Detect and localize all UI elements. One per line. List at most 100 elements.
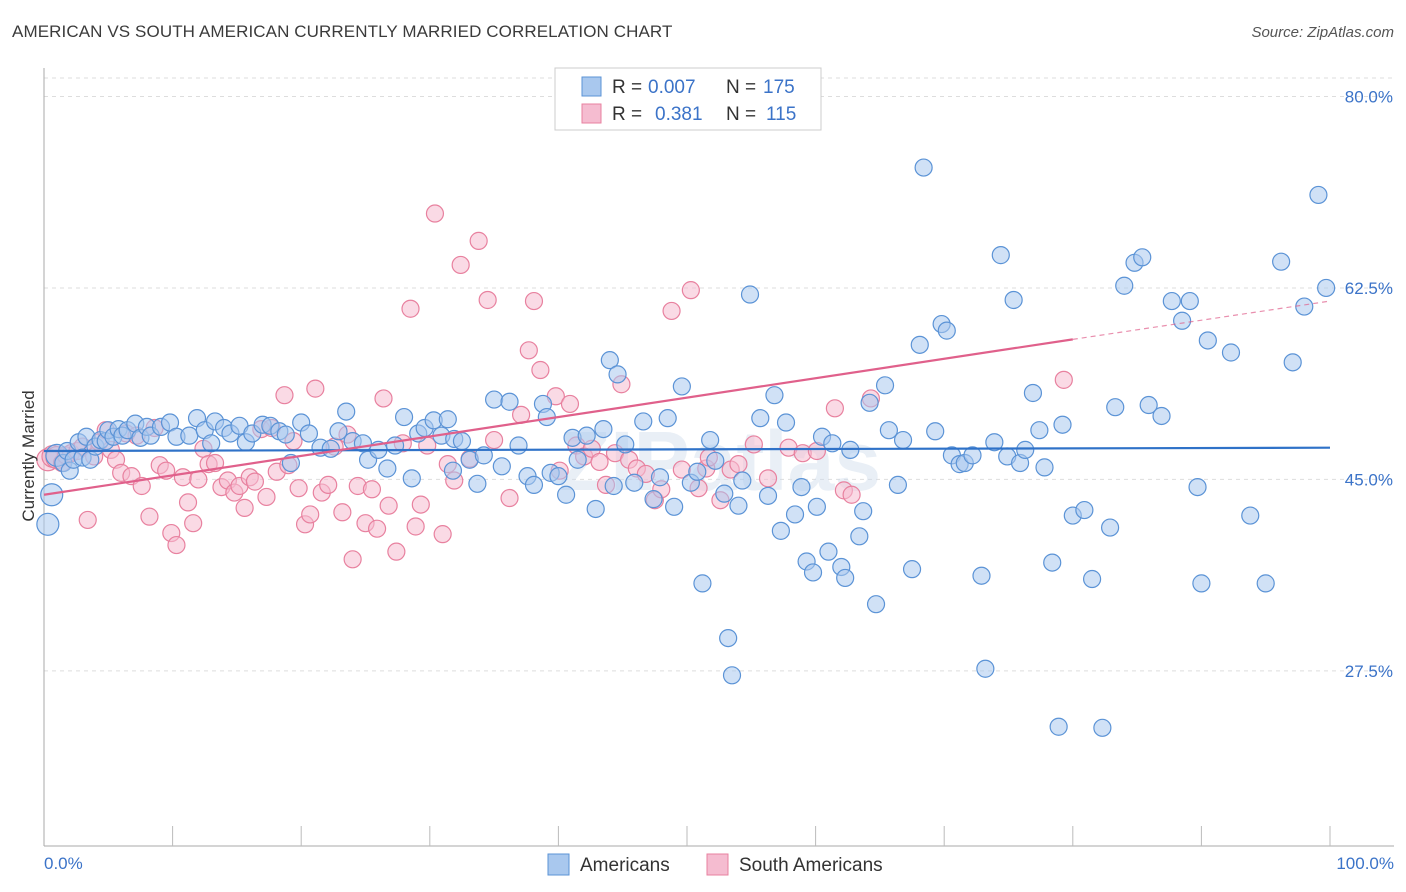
americans-point <box>492 457 511 476</box>
americans-point <box>976 659 995 678</box>
americans-point <box>394 407 414 427</box>
americans-point <box>1139 395 1158 415</box>
south-americans-point <box>411 495 430 514</box>
americans-point <box>854 502 873 521</box>
americans-point <box>329 422 348 441</box>
south-americans-point <box>842 485 861 504</box>
gridlines <box>44 77 1394 672</box>
americans-point <box>972 566 991 585</box>
series-legend-label-south-americans: South Americans <box>739 855 883 876</box>
south-americans-point <box>590 452 609 472</box>
americans-point <box>1115 276 1134 295</box>
americans-point <box>1317 278 1336 298</box>
americans-point <box>733 471 752 490</box>
south-americans-point <box>184 514 203 533</box>
americans-point <box>1241 506 1260 525</box>
americans-point <box>1152 406 1171 426</box>
stats-legend: R = 0.007 N = 175 R = 0.381 N = 115 <box>554 67 822 131</box>
americans-point <box>1004 290 1023 310</box>
south-americans-point <box>729 455 748 474</box>
x-ticks <box>172 826 1331 846</box>
americans-point <box>765 386 784 405</box>
americans-point <box>1309 185 1328 205</box>
y-tick-label: 62.5% <box>1345 279 1393 298</box>
south-americans-point <box>362 480 382 499</box>
americans-point <box>836 568 855 588</box>
south-americans-trend-extension <box>1072 300 1331 340</box>
south-americans-point <box>519 341 538 360</box>
americans-point <box>1043 553 1062 572</box>
americans-point <box>443 461 463 480</box>
stats-legend-swatch-americans <box>581 76 602 97</box>
americans-trend-line <box>43 446 1331 453</box>
legend-r-label-2: R = <box>612 104 642 125</box>
south-americans-point <box>425 204 445 223</box>
south-americans-point <box>744 435 763 454</box>
south-americans-point <box>333 503 352 522</box>
americans-point <box>608 365 627 384</box>
stats-legend-swatch-south-americans <box>581 103 602 124</box>
south-americans-point <box>758 469 778 488</box>
chart-title: AMERICAN VS SOUTH AMERICAN CURRENTLY MAR… <box>12 22 673 41</box>
south-americans-point <box>406 517 425 536</box>
y-tick-label: 27.5% <box>1345 662 1393 681</box>
americans-point <box>758 486 778 505</box>
americans-point <box>452 432 472 451</box>
americans-point <box>1272 252 1291 271</box>
series-legend-swatch-south-americans <box>706 853 729 876</box>
americans-point <box>1173 311 1192 330</box>
south-americans-point <box>167 535 186 555</box>
americans-point <box>1100 518 1120 537</box>
americans-point <box>701 430 720 450</box>
south-americans-point <box>662 301 681 321</box>
south-americans-point <box>173 468 192 487</box>
south-americans-point <box>401 299 420 318</box>
americans-point <box>1093 718 1112 737</box>
americans-point <box>1295 297 1314 316</box>
legend-r-value-2: 0.381 <box>655 104 703 125</box>
legend-r-value-1: 0.007 <box>648 77 696 98</box>
americans-point <box>385 436 405 455</box>
americans-point <box>771 521 790 540</box>
americans-point <box>468 474 487 493</box>
americans-point <box>202 434 221 453</box>
south-americans-point <box>367 519 387 538</box>
south-americans-trend-line <box>43 338 1073 496</box>
south-americans-point <box>387 542 406 561</box>
south-americans-point <box>319 475 338 495</box>
americans-point <box>524 475 544 495</box>
legend-n-label-2: N = <box>726 104 756 125</box>
series-legend: Americans South Americans <box>547 853 883 876</box>
americans-point <box>860 393 879 412</box>
y-tick-label: 45.0% <box>1345 470 1393 489</box>
south-americans-point <box>451 255 470 275</box>
americans-point <box>807 497 826 516</box>
americans-point <box>1133 248 1152 267</box>
americans-point <box>693 574 712 593</box>
americans-point <box>1283 353 1302 372</box>
americans-point <box>549 467 568 486</box>
americans-point <box>985 433 1004 452</box>
americans-point <box>500 392 519 411</box>
americans-point <box>751 409 770 428</box>
x-tick-label-min: 0.0% <box>44 854 83 873</box>
americans-point <box>1049 717 1068 736</box>
americans-point <box>577 426 596 445</box>
americans-point <box>715 484 734 503</box>
americans-point <box>888 475 908 495</box>
americans-point <box>776 413 796 432</box>
americans-point <box>1016 440 1035 459</box>
y-tick-labels: 80.0% 62.5% 45.0% 27.5% <box>1345 87 1393 680</box>
south-americans-point <box>257 487 276 507</box>
americans-point <box>803 563 823 582</box>
south-americans-points <box>36 204 1073 569</box>
americans-point <box>893 430 913 450</box>
americans-point <box>1162 291 1181 311</box>
source-label: Source: ZipAtlas.com <box>1251 24 1394 41</box>
americans-point <box>650 468 670 487</box>
americans-point <box>963 446 982 465</box>
americans-point <box>438 410 457 429</box>
americans-points <box>36 158 1336 737</box>
americans-point <box>180 426 199 445</box>
